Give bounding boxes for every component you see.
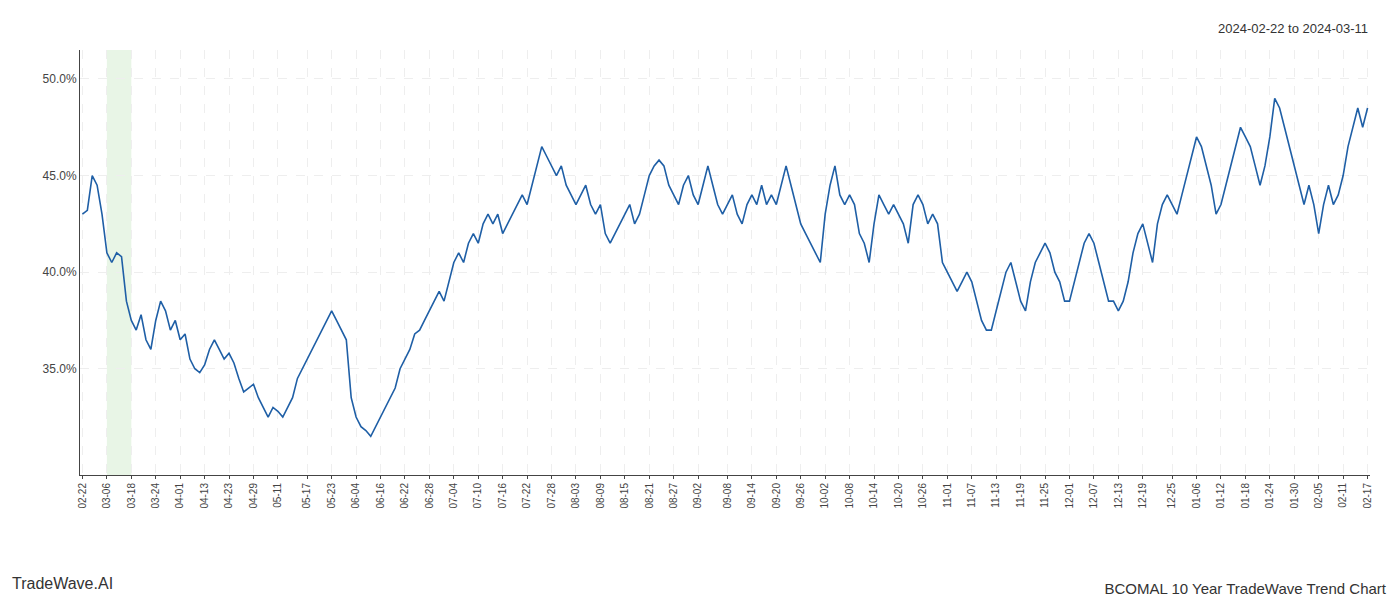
svg-text:01-12: 01-12 bbox=[1215, 483, 1226, 509]
svg-text:01-30: 01-30 bbox=[1289, 483, 1300, 509]
svg-text:11-01: 11-01 bbox=[942, 483, 953, 508]
svg-text:08-09: 08-09 bbox=[595, 483, 606, 509]
svg-text:07-04: 07-04 bbox=[448, 483, 459, 509]
svg-text:10-14: 10-14 bbox=[868, 483, 879, 509]
svg-text:11-25: 11-25 bbox=[1039, 483, 1050, 508]
svg-text:03-06: 03-06 bbox=[101, 483, 112, 509]
svg-text:50.0%: 50.0% bbox=[43, 72, 77, 86]
svg-text:08-21: 08-21 bbox=[644, 483, 655, 509]
svg-text:06-28: 06-28 bbox=[424, 483, 435, 509]
svg-text:2024-02-22 to 2024-03-11: 2024-02-22 to 2024-03-11 bbox=[1218, 21, 1368, 36]
svg-text:03-18: 03-18 bbox=[126, 483, 137, 509]
svg-text:07-10: 07-10 bbox=[472, 483, 483, 509]
svg-text:35.0%: 35.0% bbox=[43, 362, 77, 376]
svg-text:40.0%: 40.0% bbox=[43, 265, 77, 279]
svg-text:BCOMAL 10 Year TradeWave Trend: BCOMAL 10 Year TradeWave Trend Chart bbox=[1104, 580, 1386, 597]
svg-text:08-03: 08-03 bbox=[570, 483, 581, 509]
svg-text:09-14: 09-14 bbox=[746, 483, 757, 509]
svg-text:09-20: 09-20 bbox=[771, 483, 782, 509]
svg-text:09-02: 09-02 bbox=[692, 483, 703, 509]
svg-text:10-02: 10-02 bbox=[819, 483, 830, 509]
svg-text:06-04: 06-04 bbox=[350, 483, 361, 509]
svg-text:01-06: 01-06 bbox=[1191, 483, 1202, 509]
svg-text:12-01: 12-01 bbox=[1064, 483, 1075, 509]
svg-text:12-25: 12-25 bbox=[1166, 483, 1177, 509]
svg-text:08-27: 08-27 bbox=[668, 483, 679, 509]
svg-text:02-11: 02-11 bbox=[1337, 483, 1348, 508]
svg-text:12-13: 12-13 bbox=[1113, 483, 1124, 509]
svg-text:02-05: 02-05 bbox=[1313, 483, 1324, 509]
svg-text:06-22: 06-22 bbox=[399, 483, 410, 509]
svg-text:07-16: 07-16 bbox=[497, 483, 508, 509]
svg-text:02-17: 02-17 bbox=[1362, 483, 1373, 509]
svg-text:12-07: 12-07 bbox=[1088, 483, 1099, 509]
svg-text:12-19: 12-19 bbox=[1137, 483, 1148, 509]
svg-text:45.0%: 45.0% bbox=[43, 169, 77, 183]
svg-text:11-13: 11-13 bbox=[990, 483, 1001, 508]
svg-text:09-26: 09-26 bbox=[795, 483, 806, 509]
svg-text:11-19: 11-19 bbox=[1015, 483, 1026, 508]
svg-text:01-18: 01-18 bbox=[1240, 483, 1251, 509]
svg-text:05-11: 05-11 bbox=[272, 483, 283, 508]
svg-text:10-08: 10-08 bbox=[844, 483, 855, 509]
svg-text:09-08: 09-08 bbox=[722, 483, 733, 509]
svg-text:10-20: 10-20 bbox=[893, 483, 904, 509]
svg-text:07-28: 07-28 bbox=[546, 483, 557, 509]
svg-text:04-23: 04-23 bbox=[223, 483, 234, 509]
svg-text:07-22: 07-22 bbox=[521, 483, 532, 509]
svg-text:10-26: 10-26 bbox=[917, 483, 928, 509]
svg-text:04-13: 04-13 bbox=[199, 483, 210, 509]
svg-text:04-01: 04-01 bbox=[174, 483, 185, 509]
svg-text:08-15: 08-15 bbox=[619, 483, 630, 509]
svg-text:05-23: 05-23 bbox=[326, 483, 337, 509]
svg-text:03-24: 03-24 bbox=[150, 483, 161, 509]
svg-text:01-24: 01-24 bbox=[1264, 483, 1275, 509]
svg-text:06-16: 06-16 bbox=[375, 483, 386, 509]
svg-text:02-22: 02-22 bbox=[77, 483, 88, 509]
svg-text:05-17: 05-17 bbox=[301, 483, 312, 509]
svg-text:04-29: 04-29 bbox=[248, 483, 259, 509]
svg-text:11-07: 11-07 bbox=[966, 483, 977, 508]
svg-text:TradeWave.AI: TradeWave.AI bbox=[12, 575, 113, 592]
